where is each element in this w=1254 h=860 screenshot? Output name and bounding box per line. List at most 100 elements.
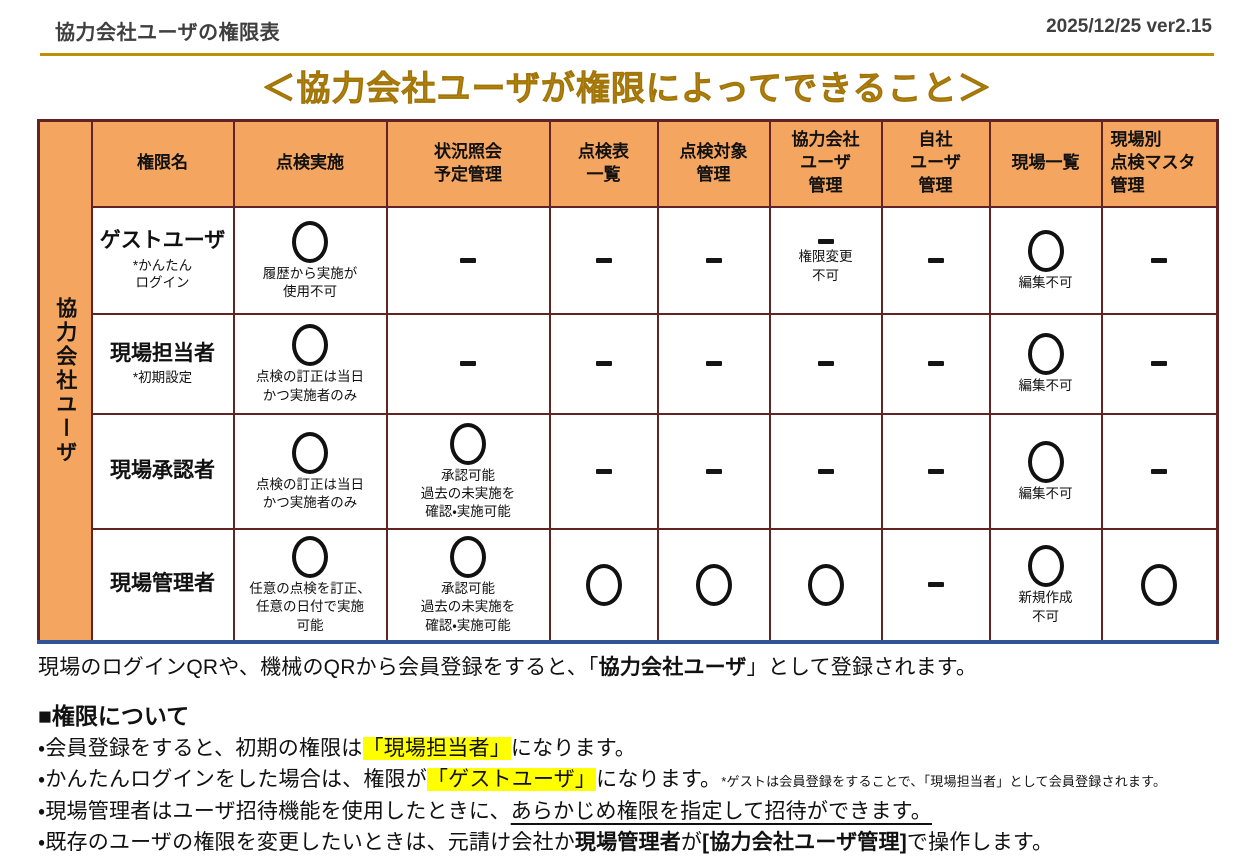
dash-mark: [817, 361, 834, 366]
table-cell: [548, 312, 659, 415]
cell-note: 履歴から実施が 使用不可: [262, 265, 358, 299]
table-cell: [548, 205, 659, 315]
dash-mark: [595, 361, 612, 366]
table-cell: [1100, 312, 1219, 415]
table-cell: 権限変更 不可: [768, 205, 883, 315]
circle-mark: [292, 431, 328, 474]
text-segment: で操作します。: [906, 831, 1054, 854]
role-subtitle: *かんたん ログイン: [132, 257, 193, 291]
bullet-change-permission: ・既存のユーザの権限を変更したいときは、元請け会社か現場管理者が[協力会社ユーザ…: [38, 827, 1254, 859]
circle-mark: [292, 220, 328, 263]
dash-mark: [927, 361, 944, 366]
col-header-own-user-mgmt: 自社 ユーザ 管理: [880, 119, 991, 208]
circle-mark: [1027, 333, 1064, 376]
col-header-inspection-target-mgmt: 点検対象 管理: [656, 119, 771, 208]
cell-note: 編集不可: [1018, 274, 1073, 290]
dash-mark: [705, 361, 722, 366]
role-name: 現場承認者: [110, 458, 215, 482]
col-header-inspection-sheet-list: 点検表 一覧: [548, 119, 659, 208]
cell-note: 権限変更 不可: [798, 249, 853, 283]
text-segment: 「ゲストユーザ」: [426, 768, 597, 791]
table-cell: [656, 412, 771, 530]
table-row-site-manager: 現場管理者 任意の点検を訂正、 任意の日付で実施 可能 承認可能 過去の未実施を…: [39, 527, 1219, 643]
text-segment: 現場のログインQRや、機械のQRから会員登録をすると、「: [38, 655, 599, 679]
table-cell: [548, 527, 659, 643]
table-cell: [1100, 527, 1219, 643]
text-segment: 現場管理者: [574, 831, 681, 854]
dash-mark: [595, 468, 612, 474]
circle-mark: [1027, 545, 1064, 588]
table-header-row: 協力会社ユーザ 権限名 点検実施 状況照会 予定管理 点検表 一覧 点検対象 管…: [37, 119, 1219, 643]
bullet-easy-login: ・かんたんログインをした場合は、権限が「ゲストユーザ」になります。*ゲストは会員…: [38, 764, 1254, 796]
cell-note: 編集不可: [1018, 485, 1073, 501]
group-cell-partner-users: 協力会社ユーザ: [37, 119, 93, 643]
col-header-partner-user-mgmt: 協力会社 ユーザ 管理: [768, 119, 883, 208]
cell-note: 点検の訂正は当日 かつ実施者のみ: [256, 476, 364, 510]
circle-mark: [450, 536, 486, 579]
dash-mark: [705, 468, 722, 474]
table-cell: [880, 412, 991, 530]
table-cell: [880, 312, 991, 415]
circle-mark: [450, 422, 486, 465]
dash-mark: [705, 257, 722, 263]
text-segment: になります。: [596, 768, 722, 791]
dash-mark: [460, 361, 476, 366]
table-cell: 点検の訂正は当日 かつ実施者のみ: [232, 412, 388, 530]
table-cell: 承認可能 過去の未実施を 確認・実施可能: [385, 527, 551, 643]
header-divider: [40, 53, 1214, 56]
text-segment: 協力会社ユーザ: [598, 655, 747, 679]
table-cell: 承認可能 過去の未実施を 確認・実施可能: [385, 412, 551, 530]
table-cell: [656, 205, 771, 315]
circle-mark: [1027, 440, 1064, 483]
text-segment: 」として登録されます。: [746, 655, 978, 679]
table-cell: 編集不可: [988, 205, 1103, 315]
table-cell: [880, 205, 991, 315]
role-name: 現場担当者: [110, 341, 215, 365]
circle-mark: [292, 324, 328, 367]
registration-note: 現場のログインQRや、機械のQRから会員登録をすると、「協力会社ユーザ」として登…: [38, 651, 1254, 681]
permission-bullet-list: ・会員登録をすると、初期の権限は「現場担当者」になります。 ・かんたんログインを…: [38, 733, 1254, 859]
table-cell: [656, 312, 771, 415]
table-row-guest-user: ゲストユーザ *かんたん ログイン 履歴から実施が 使用不可 権限変更 不可 編…: [39, 205, 1219, 315]
circle-mark: [807, 563, 844, 606]
cell-note: 承認可能 過去の未実施を 確認・実施可能: [420, 581, 516, 633]
bullet-initial-permission: ・会員登録をすると、初期の権限は「現場担当者」になります。: [38, 733, 1254, 765]
text-segment: あらかじめ権限を指定して招待ができます。: [510, 799, 932, 823]
dash-mark: [1151, 361, 1168, 366]
dash-mark: [927, 257, 944, 263]
role-cell-guest-user: ゲストユーザ *かんたん ログイン: [90, 205, 235, 315]
document-header: 協力会社ユーザの権限表 2025/12/25 ver2.15: [0, 0, 1254, 45]
text-segment: になります。: [510, 736, 637, 760]
dash-mark: [927, 582, 944, 587]
text-segment: が: [680, 831, 703, 854]
circle-mark: [585, 563, 622, 606]
table-cell: [548, 412, 659, 530]
table-cell: 編集不可: [988, 412, 1103, 530]
role-name: ゲストユーザ: [99, 229, 226, 253]
role-subtitle: *初期設定: [132, 369, 193, 385]
col-header-permission-name: 権限名: [90, 119, 235, 208]
document-version: 2025/12/25 ver2.15: [1046, 16, 1212, 37]
cell-note: 承認可能 過去の未実施を 確認・実施可能: [420, 467, 516, 520]
cell-note: 編集不可: [1018, 378, 1073, 394]
text-segment: *ゲストは会員登録をすることで、「現場担当者」として会員登録されます。: [721, 774, 1167, 789]
table-row-site-staff: 現場担当者 *初期設定 点検の訂正は当日 かつ実施者のみ 編集不可: [39, 312, 1219, 415]
table-cell: [880, 527, 991, 643]
role-name: 現場管理者: [110, 572, 215, 596]
col-header-status-inquiry-schedule: 状況照会 予定管理: [385, 119, 551, 208]
text-segment: ・会員登録をすると、初期の権限は: [38, 736, 363, 760]
dash-mark: [1151, 257, 1168, 263]
text-segment: [協力会社ユーザ管理]: [702, 831, 907, 854]
table-cell: [385, 205, 551, 315]
table-cell: [1100, 412, 1219, 530]
bullet-invite-feature: ・現場管理者はユーザ招待機能を使用したときに、あらかじめ権限を指定して招待ができ…: [38, 796, 1254, 828]
table-cell: 編集不可: [988, 312, 1103, 415]
circle-mark: [1027, 229, 1064, 272]
col-header-site-inspection-master-mgmt: 現場別 点検マスタ 管理: [1100, 119, 1219, 208]
text-segment: ・既存のユーザの権限を変更したいときは、元請け会社か: [38, 831, 575, 854]
table-cell: [768, 527, 883, 643]
dash-mark: [1151, 468, 1168, 474]
table-cell: 点検の訂正は当日 かつ実施者のみ: [232, 312, 388, 415]
page-title: ＜協力会社ユーザが権限によってできること＞: [261, 70, 993, 109]
